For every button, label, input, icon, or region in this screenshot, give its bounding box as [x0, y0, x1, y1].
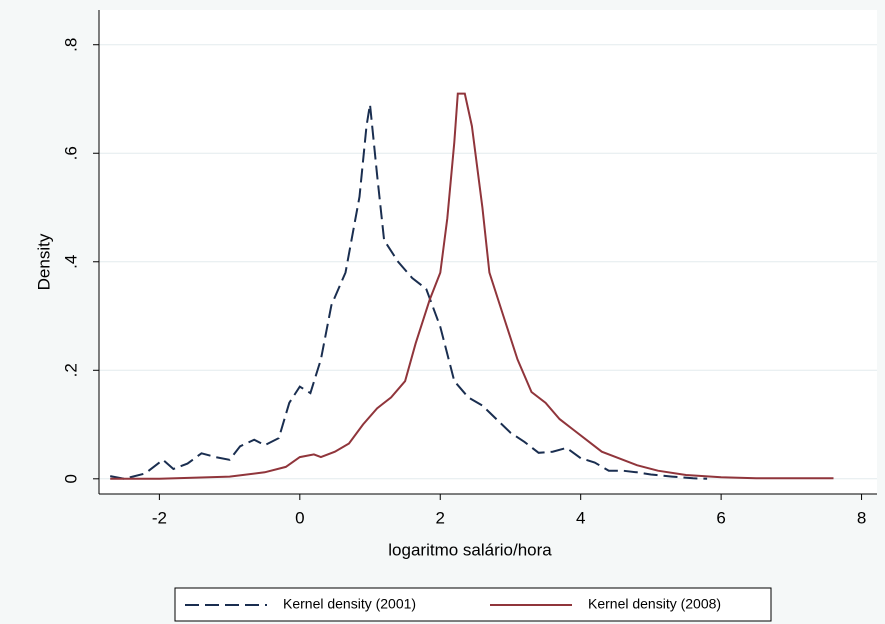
legend-label: Kernel density (2008): [588, 596, 721, 612]
y-tick-label: .6: [61, 146, 80, 160]
x-tick-label: 8: [857, 508, 866, 527]
y-tick-label: .4: [61, 255, 80, 269]
y-tick-label: 0: [61, 474, 80, 483]
x-tick-label: 6: [716, 508, 725, 527]
y-tick-label: .2: [61, 363, 80, 377]
x-tick-label: -2: [152, 508, 167, 527]
x-tick-label: 2: [436, 508, 445, 527]
y-axis-label: Density: [34, 233, 53, 290]
data-line: [110, 92, 834, 480]
y-tick-label: .8: [61, 38, 80, 52]
x-axis-label: logaritmo salário/hora: [388, 540, 552, 559]
legend-label: Kernel density (2001): [283, 596, 416, 612]
legend-box: [174, 587, 772, 622]
x-tick-label: 0: [295, 508, 304, 527]
x-tick-label: 4: [576, 508, 585, 527]
data-line: [110, 104, 708, 480]
